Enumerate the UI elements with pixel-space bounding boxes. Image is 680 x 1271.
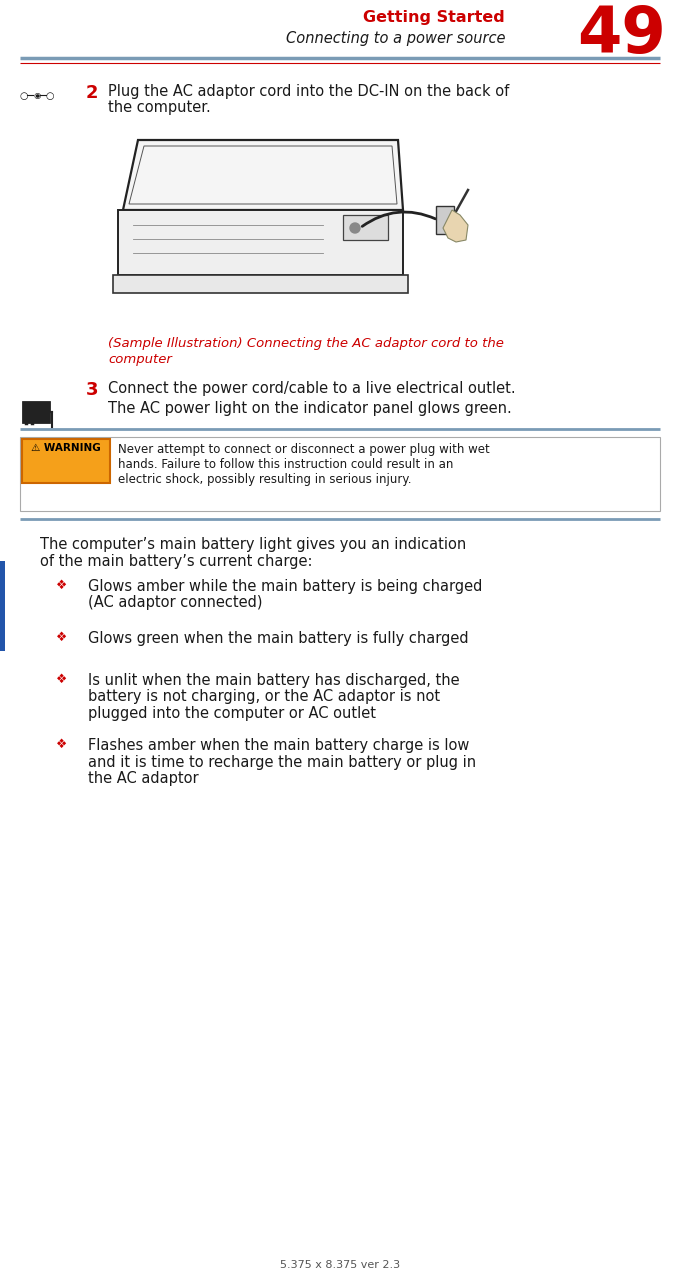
Text: 5.375 x 8.375 ver 2.3: 5.375 x 8.375 ver 2.3 xyxy=(280,1260,400,1270)
Circle shape xyxy=(350,222,360,233)
Text: 3: 3 xyxy=(86,381,99,399)
Text: ⚠ WARNING: ⚠ WARNING xyxy=(31,444,101,452)
Text: Flashes amber when the main battery charge is low: Flashes amber when the main battery char… xyxy=(88,738,469,752)
Polygon shape xyxy=(123,140,403,210)
Bar xyxy=(0,561,5,651)
Text: 2: 2 xyxy=(86,84,99,102)
Text: Never attempt to connect or disconnect a power plug with wet: Never attempt to connect or disconnect a… xyxy=(118,444,490,456)
Text: plugged into the computer or AC outlet: plugged into the computer or AC outlet xyxy=(88,705,376,721)
Text: Connect the power cord/cable to a live electrical outlet.: Connect the power cord/cable to a live e… xyxy=(108,381,515,397)
Bar xyxy=(343,215,388,240)
Text: ○: ○ xyxy=(46,92,54,100)
Text: Glows green when the main battery is fully charged: Glows green when the main battery is ful… xyxy=(88,630,469,646)
Polygon shape xyxy=(113,275,408,294)
Text: the computer.: the computer. xyxy=(108,100,211,114)
Text: ❖: ❖ xyxy=(56,630,67,644)
Bar xyxy=(436,206,454,234)
Text: ◉: ◉ xyxy=(33,92,40,100)
Text: battery is not charging, or the AC adaptor is not: battery is not charging, or the AC adapt… xyxy=(88,689,440,704)
Text: The AC power light on the indicator panel glows green.: The AC power light on the indicator pane… xyxy=(108,400,512,416)
Text: Connecting to a power source: Connecting to a power source xyxy=(286,31,505,46)
Text: 49: 49 xyxy=(577,4,666,66)
Bar xyxy=(108,119,408,325)
Text: Getting Started: Getting Started xyxy=(363,10,505,25)
Text: Plug the AC adaptor cord into the DC-IN on the back of: Plug the AC adaptor cord into the DC-IN … xyxy=(108,84,509,99)
Text: ❖: ❖ xyxy=(56,674,67,686)
Polygon shape xyxy=(118,210,403,275)
Text: The computer’s main battery light gives you an indication: The computer’s main battery light gives … xyxy=(40,538,466,552)
Bar xyxy=(20,437,660,511)
Text: (Sample Illustration) Connecting the AC adaptor cord to the: (Sample Illustration) Connecting the AC … xyxy=(108,337,504,350)
Text: ○: ○ xyxy=(20,92,29,100)
Text: ❖: ❖ xyxy=(56,580,67,592)
Text: hands. Failure to follow this instruction could result in an: hands. Failure to follow this instructio… xyxy=(118,458,454,472)
Text: computer: computer xyxy=(108,353,172,366)
Bar xyxy=(22,400,50,423)
Text: Glows amber while the main battery is being charged: Glows amber while the main battery is be… xyxy=(88,580,482,594)
Text: the AC adaptor: the AC adaptor xyxy=(88,771,199,785)
Text: and it is time to recharge the main battery or plug in: and it is time to recharge the main batt… xyxy=(88,755,476,769)
Bar xyxy=(22,438,110,483)
Text: electric shock, possibly resulting in serious injury.: electric shock, possibly resulting in se… xyxy=(118,473,411,486)
Text: Is unlit when the main battery has discharged, the: Is unlit when the main battery has disch… xyxy=(88,674,460,688)
Text: ❖: ❖ xyxy=(56,738,67,751)
Text: of the main battery’s current charge:: of the main battery’s current charge: xyxy=(40,554,313,569)
Polygon shape xyxy=(443,210,468,241)
Text: (AC adaptor connected): (AC adaptor connected) xyxy=(88,596,262,610)
